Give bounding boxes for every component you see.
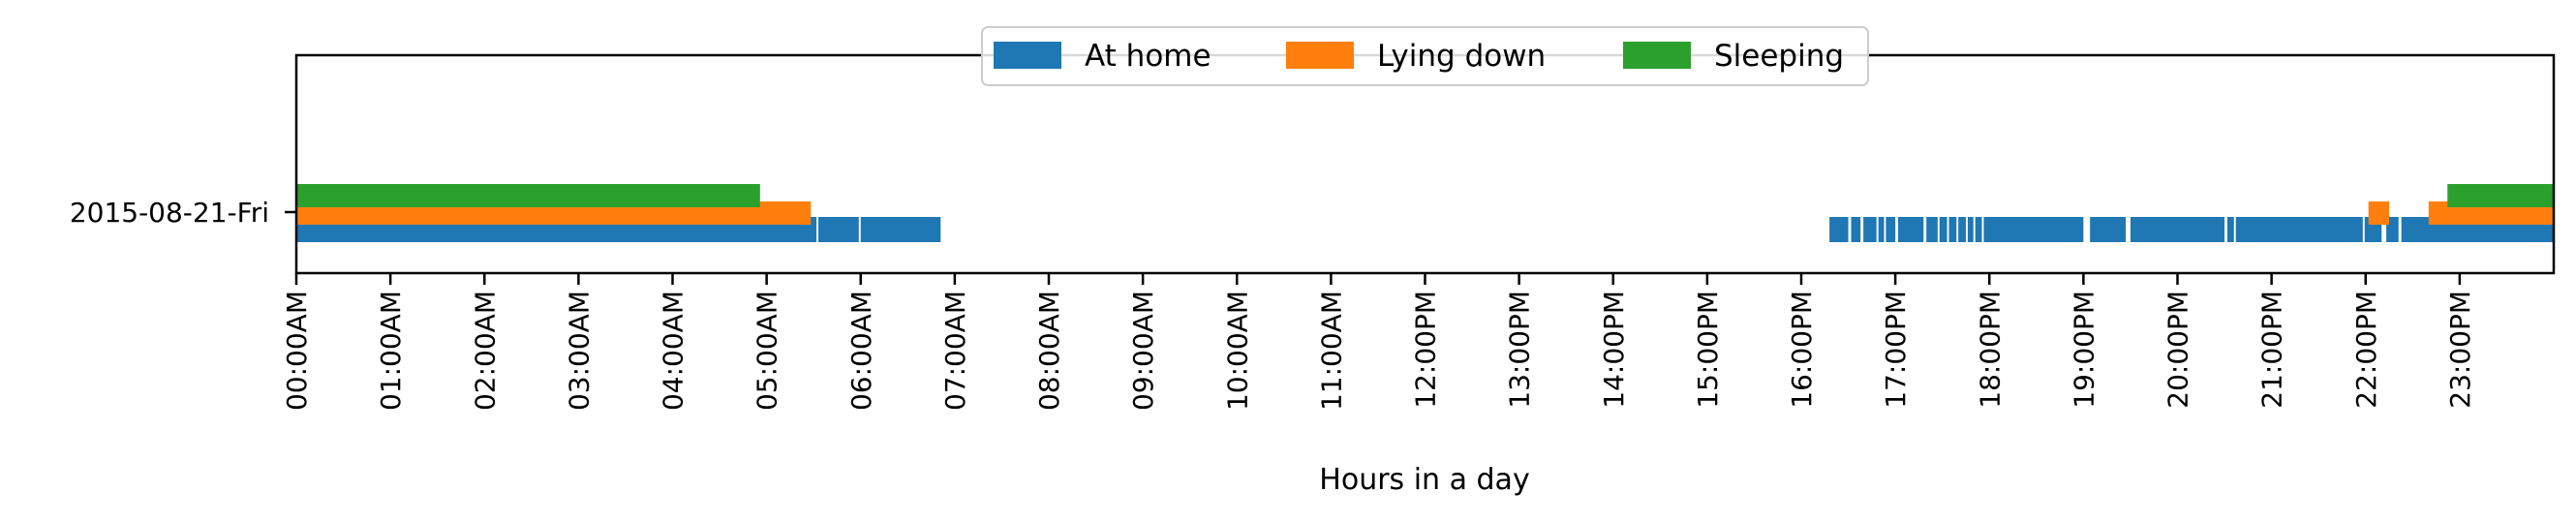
bar-at-home (1886, 217, 1896, 242)
x-tick-label: 08:00AM (1033, 291, 1065, 411)
bar-at-home (2090, 217, 2127, 242)
x-tick-label: 11:00AM (1315, 291, 1347, 411)
legend-label: Lying down (1377, 39, 1546, 74)
legend-swatch (1286, 42, 1354, 69)
bar-at-home (1851, 217, 1861, 242)
x-tick-label: 04:00AM (658, 291, 690, 411)
x-tick-label: 05:00AM (751, 291, 783, 411)
legend-swatch (994, 42, 1061, 69)
x-tick-label: 03:00AM (563, 291, 595, 411)
bar-at-home (1939, 217, 1947, 242)
bar-at-home (1878, 217, 1885, 242)
bar-at-home (1975, 217, 1982, 242)
x-tick-label: 01:00AM (375, 291, 407, 411)
legend-label: At home (1085, 39, 1211, 74)
x-tick-label: 09:00AM (1127, 291, 1159, 411)
x-tick-label: 07:00AM (939, 291, 971, 411)
x-tick-label: 14:00PM (1598, 291, 1630, 409)
bar-at-home (1926, 217, 1938, 242)
x-tick-label: 06:00AM (845, 291, 877, 411)
x-tick-label: 20:00PM (2162, 291, 2194, 409)
x-tick-label: 15:00PM (1692, 291, 1724, 409)
bar-at-home (2226, 217, 2234, 242)
x-tick-label: 22:00PM (2350, 291, 2382, 409)
bar-at-home (1983, 217, 2084, 242)
legend-swatch (1623, 42, 1691, 69)
x-tick-label: 00:00AM (281, 291, 313, 411)
bar-at-home (1829, 217, 1849, 242)
bar-at-home (818, 217, 859, 242)
bar-sleeping (2447, 184, 2554, 207)
bar-at-home (1948, 217, 1957, 242)
bar-sleeping (296, 184, 760, 207)
bars-layer (296, 184, 2554, 242)
y-tick-label-day: 2015-08-21-Fri (70, 197, 269, 229)
bar-at-home (2235, 217, 2363, 242)
bar-at-home (1863, 217, 1877, 242)
bar-at-home (860, 217, 941, 242)
bar-at-home (1958, 217, 1966, 242)
x-tick-label: 13:00PM (1504, 291, 1536, 409)
y-axis: 2015-08-21-Fri (70, 197, 296, 229)
x-tick-label: 23:00PM (2444, 291, 2476, 409)
bar-at-home (2130, 217, 2225, 242)
x-tick-label: 19:00PM (2068, 291, 2100, 409)
bar-at-home (1967, 217, 1974, 242)
x-axis: 00:00AM 01:00AM 02:00AM 03:00AM 04:00AM 05:00… (281, 273, 2476, 411)
legend-label: Sleeping (1714, 39, 1844, 74)
bar-at-home (2386, 217, 2399, 242)
bar-at-home (1898, 217, 1924, 242)
bar-lying-down (2368, 201, 2390, 225)
legend: At home Lying down Sleeping (981, 26, 1869, 86)
x-axis-title: Hours in a day (1319, 463, 1529, 497)
x-tick-label: 10:00AM (1221, 291, 1253, 411)
x-tick-label: 02:00AM (469, 291, 501, 411)
x-tick-label: 21:00PM (2256, 291, 2288, 409)
x-tick-label: 16:00PM (1786, 291, 1818, 409)
x-tick-label: 17:00PM (1880, 291, 1912, 409)
x-tick-label: 12:00PM (1410, 291, 1442, 409)
x-tick-label: 18:00PM (1974, 291, 2006, 409)
